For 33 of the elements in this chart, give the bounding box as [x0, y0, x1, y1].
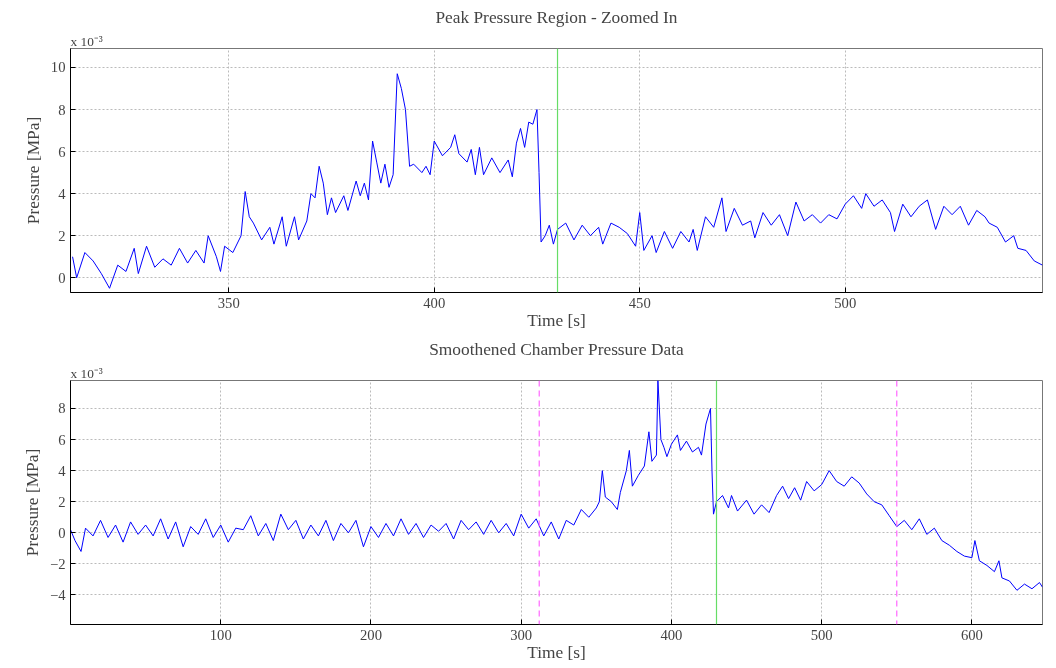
y-tick-label: 0	[58, 524, 66, 541]
y-tick-label: 4	[58, 185, 67, 202]
y-axis-title: Pressure [MPa]	[23, 116, 43, 225]
line-series	[70, 380, 1043, 591]
x-tick-label: 200	[359, 626, 382, 643]
y-tick-label: 10	[50, 59, 66, 76]
text: x 10⁻³	[70, 33, 103, 49]
y-tick-label: −4	[49, 586, 67, 603]
x-tick-label: 450	[628, 294, 651, 311]
x-tick-label: 500	[834, 294, 857, 311]
x-tick-label: 600	[960, 626, 983, 643]
x-tick-label: 350	[217, 294, 240, 311]
text: x 10⁻³	[70, 365, 103, 381]
y-tick-label: 0	[58, 269, 66, 286]
x-tick-label: 500	[810, 626, 833, 643]
x-axis-title: Time [s]	[527, 642, 586, 662]
y-tick-label: 8	[58, 400, 66, 417]
x-tick-label: 100	[209, 626, 232, 643]
chart-title: Peak Pressure Region - Zoomed In	[435, 7, 678, 27]
y-tick-label: 2	[58, 227, 66, 244]
line-series	[72, 73, 1043, 289]
y-tick-label: −2	[49, 555, 66, 572]
y-tick-label: 8	[58, 101, 66, 118]
y-tick-label: 6	[58, 431, 66, 448]
y-tick-label: 6	[58, 143, 66, 160]
y-tick-label: 2	[58, 493, 66, 510]
chart-title: Smoothened Chamber Pressure Data	[429, 339, 685, 359]
y-axis-title: Pressure [MPa]	[22, 448, 42, 557]
x-axis-title: Time [s]	[527, 310, 586, 330]
x-tick-label: 300	[510, 626, 533, 643]
y-tick-label: 4	[58, 462, 67, 479]
x-tick-label: 400	[660, 626, 683, 643]
x-tick-label: 400	[423, 294, 446, 311]
